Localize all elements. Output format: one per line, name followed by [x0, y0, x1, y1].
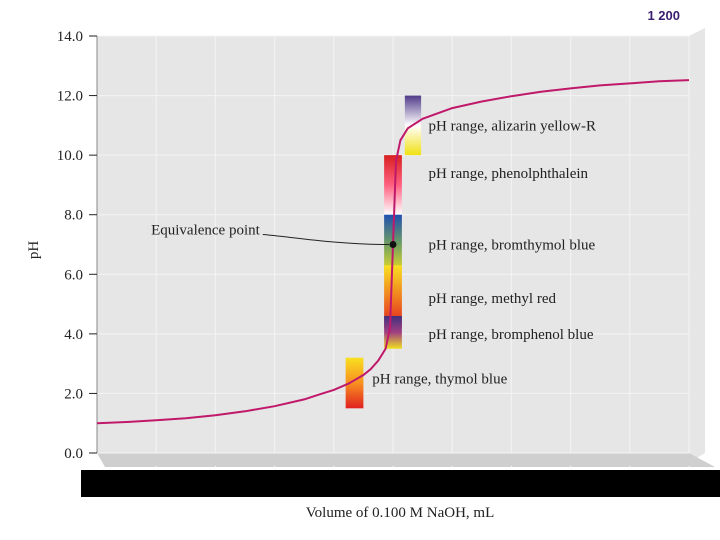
indicator-label: pH range, bromphenol blue [429, 327, 594, 343]
equivalence-point-marker [389, 241, 397, 248]
indicator-label: pH range, bromthymol blue [429, 238, 596, 254]
indicator-bar [384, 155, 402, 215]
corner-label: 1 200 [647, 8, 680, 23]
equivalence-leader [262, 234, 390, 245]
titration-curve [96, 79, 690, 425]
indicator-label: pH range, phenolphthalein [429, 166, 589, 182]
indicator-bar [384, 265, 402, 328]
y-tick-label: 12.0 [57, 89, 83, 105]
curve-layer [96, 79, 690, 425]
plot-floor [97, 453, 715, 467]
y-axis-title: pH [26, 241, 42, 260]
indicator-label: pH range, methyl red [429, 291, 557, 307]
gridlines [96, 35, 690, 454]
plot-background [97, 28, 715, 467]
indicator-bar [345, 357, 364, 409]
y-tick-label: 14.0 [57, 29, 83, 45]
y-tick-label: 0.0 [64, 446, 83, 462]
indicator-bar [384, 315, 402, 349]
y-tick-label: 8.0 [64, 208, 83, 224]
x-axis-title: Volume of 0.100 M NaOH, mL [306, 505, 494, 521]
axes: 0.02.04.06.08.010.012.014.020 [57, 29, 690, 494]
annotation-labels: pH range, alizarin yellow-R pH range, phe… [151, 118, 596, 387]
y-tick-label: 6.0 [64, 267, 83, 283]
indicator-label: pH range, thymol blue [372, 372, 507, 388]
y-tick-label: 10.0 [57, 148, 83, 164]
x-axis-band [81, 470, 720, 497]
equivalence-label: Equivalence point [151, 223, 261, 239]
indicator-label: pH range, alizarin yellow-R [429, 118, 596, 134]
y-tick-label: 2.0 [64, 386, 83, 402]
y-tick-label: 4.0 [64, 327, 83, 343]
indicator-bars [345, 95, 422, 409]
